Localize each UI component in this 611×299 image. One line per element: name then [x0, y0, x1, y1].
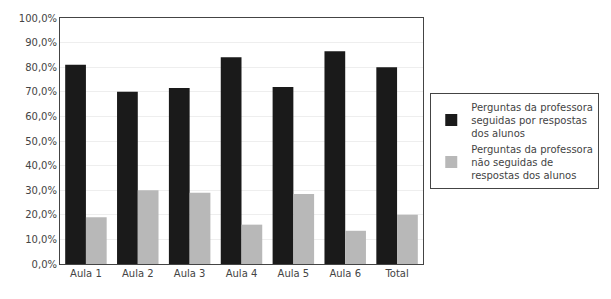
svg-text:70,0%: 70,0%: [25, 86, 57, 97]
svg-text:Aula 4: Aula 4: [226, 268, 258, 279]
svg-text:0,0%: 0,0%: [32, 259, 57, 270]
svg-text:Aula 5: Aula 5: [278, 268, 310, 279]
svg-text:Aula 1: Aula 1: [70, 268, 102, 279]
svg-text:Aula 6: Aula 6: [329, 268, 361, 279]
svg-text:Perguntas da professoranão seg: Perguntas da professoranão seguidas dere…: [471, 144, 593, 181]
svg-text:Aula 2: Aula 2: [122, 268, 154, 279]
svg-text:60,0%: 60,0%: [25, 111, 57, 122]
svg-text:20,0%: 20,0%: [25, 209, 57, 220]
svg-text:10,0%: 10,0%: [25, 234, 57, 245]
svg-text:80,0%: 80,0%: [25, 62, 57, 73]
svg-text:90,0%: 90,0%: [25, 37, 57, 48]
svg-text:Perguntas da professoraseguida: Perguntas da professoraseguidas por resp…: [471, 102, 593, 139]
svg-text:100,0%: 100,0%: [19, 13, 57, 24]
svg-text:Aula 3: Aula 3: [174, 268, 206, 279]
svg-text:50,0%: 50,0%: [25, 136, 57, 147]
svg-text:40,0%: 40,0%: [25, 160, 57, 171]
svg-text:Total: Total: [384, 268, 408, 279]
svg-text:30,0%: 30,0%: [25, 185, 57, 196]
